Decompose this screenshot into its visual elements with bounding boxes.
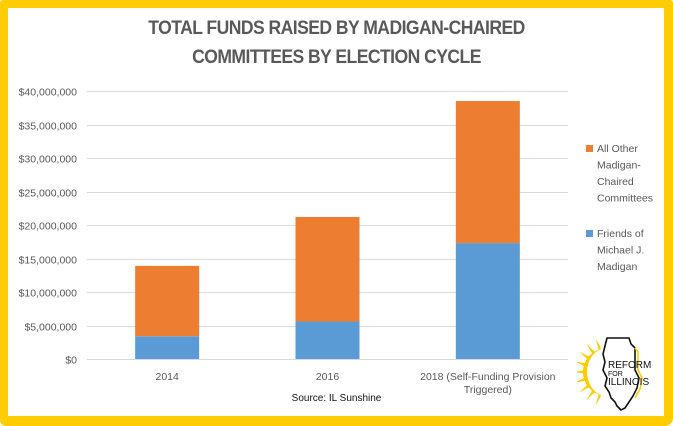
- legend-label: Madigan-: [597, 160, 641, 172]
- y-tick-label: $25,000,000: [19, 187, 78, 199]
- legend-label: All Other: [597, 143, 638, 155]
- bar-friends-of-madigan: [455, 243, 520, 359]
- sun-ray: [595, 394, 602, 406]
- chart-title: TOTAL FUNDS RAISED BY MADIGAN-CHAIRED CO…: [34, 14, 640, 72]
- illinois-outline-icon: [602, 337, 640, 411]
- y-tick-label: $40,000,000: [19, 86, 78, 98]
- sun-ray: [579, 384, 590, 393]
- legend-label: Chaired: [597, 176, 634, 188]
- chart-title-line-1: TOTAL FUNDS RAISED BY MADIGAN-CHAIRED: [148, 17, 525, 39]
- chart-title-line-2: COMMITTEES BY ELECTION CYCLE: [192, 46, 481, 68]
- bar-all-other-committees: [295, 216, 360, 322]
- x-tick-label: 2014: [155, 371, 179, 383]
- y-tick-label: $35,000,000: [19, 120, 78, 132]
- legend-label: Michael J.: [597, 245, 644, 257]
- bar-all-other-committees: [455, 101, 520, 244]
- sun-ray: [586, 390, 595, 401]
- y-tick-label: $10,000,000: [19, 287, 78, 299]
- bar-all-other-committees: [135, 265, 200, 337]
- sun-ray: [577, 377, 586, 383]
- sun-ray: [579, 351, 590, 360]
- sun-ray: [586, 343, 595, 354]
- legend-label: Madigan: [597, 261, 637, 273]
- sun-ray: [595, 338, 602, 350]
- sun-ray: [577, 361, 586, 367]
- bar-friends-of-madigan: [135, 336, 200, 359]
- logo-text-for: FOR: [608, 371, 623, 378]
- bar-friends-of-madigan: [295, 321, 360, 359]
- x-tick-label: 2016: [316, 371, 340, 383]
- source-note: Source: IL Sunshine: [291, 393, 382, 404]
- y-tick-label: $15,000,000: [19, 254, 78, 266]
- y-tick-label: $20,000,000: [19, 220, 78, 232]
- legend-label: Committees: [597, 193, 653, 205]
- sun-ray: [577, 370, 585, 374]
- y-tick-label: $30,000,000: [19, 153, 78, 165]
- x-tick-label: Triggered): [464, 384, 512, 396]
- legend-swatch: [586, 145, 593, 152]
- legend-swatch: [586, 230, 593, 237]
- y-tick-label: $0: [65, 354, 77, 366]
- x-tick-label: 2018 (Self-Funding Provision: [420, 371, 556, 383]
- logo-text-illinois: ILLINOIS: [608, 377, 649, 388]
- legend-label: Friends of: [597, 228, 644, 240]
- logo-text-reform: REFORM: [608, 360, 651, 371]
- reform-for-illinois-logo: REFORM FOR ILLINOIS: [577, 337, 651, 411]
- sun-icon: [577, 338, 607, 406]
- y-tick-label: $5,000,000: [24, 321, 77, 333]
